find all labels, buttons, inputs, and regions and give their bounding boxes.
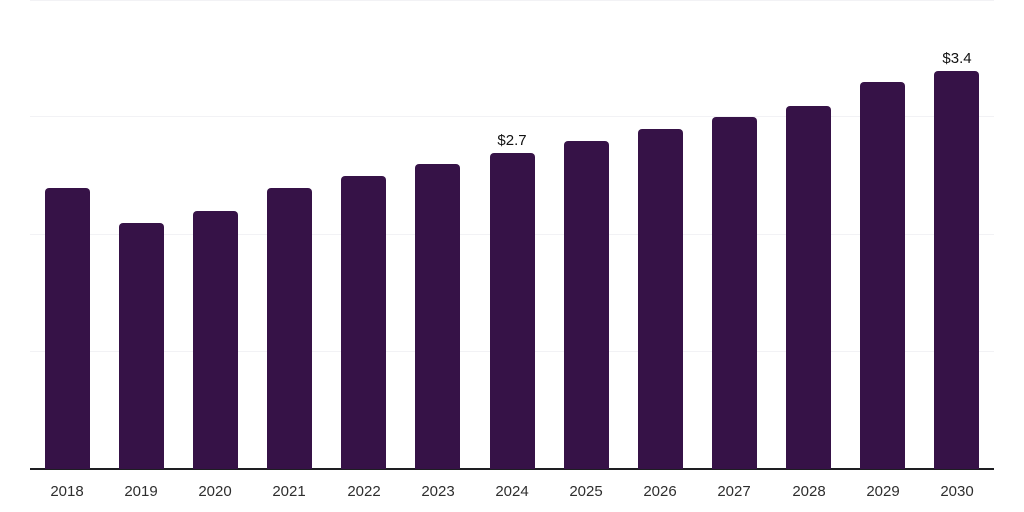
x-tick-label-2026: 2026 bbox=[643, 483, 677, 500]
x-tick-label-2028: 2028 bbox=[792, 483, 826, 500]
bar-value-label-2024: $2.7 bbox=[497, 132, 527, 149]
bar-2022 bbox=[341, 176, 386, 469]
x-tick-label-2019: 2019 bbox=[124, 483, 158, 500]
bar-2029 bbox=[860, 82, 905, 469]
bar-2028 bbox=[786, 106, 831, 469]
bar-2021 bbox=[267, 188, 312, 469]
x-tick-label-2020: 2020 bbox=[198, 483, 232, 500]
x-axis-line bbox=[30, 468, 994, 470]
bar-2027 bbox=[712, 117, 757, 469]
gridline bbox=[30, 116, 994, 117]
x-axis-labels: 2018 2019 2020 2021 2022 2023 2024 2025 2026 2027… bbox=[30, 483, 994, 503]
x-tick-label-2027: 2027 bbox=[717, 483, 751, 500]
gridline bbox=[30, 0, 994, 1]
bar-2020 bbox=[193, 211, 238, 469]
bar-2019 bbox=[119, 223, 164, 469]
x-tick-label-2025: 2025 bbox=[569, 483, 603, 500]
bar-2025 bbox=[564, 141, 609, 469]
x-tick-label-2018: 2018 bbox=[50, 483, 84, 500]
bar-2024 bbox=[490, 153, 535, 469]
bar-value-label-2030: $3.4 bbox=[942, 50, 972, 67]
bar-2018 bbox=[45, 188, 90, 469]
x-tick-label-2023: 2023 bbox=[421, 483, 455, 500]
bar-2030 bbox=[934, 71, 979, 469]
x-tick-label-2029: 2029 bbox=[866, 483, 900, 500]
plot-area: $2.7 $3.4 bbox=[30, 0, 994, 470]
x-tick-label-2021: 2021 bbox=[272, 483, 306, 500]
x-tick-label-2022: 2022 bbox=[347, 483, 381, 500]
bar-2023 bbox=[415, 164, 460, 469]
x-tick-label-2024: 2024 bbox=[495, 483, 529, 500]
bar-2026 bbox=[638, 129, 683, 469]
x-tick-label-2030: 2030 bbox=[940, 483, 974, 500]
